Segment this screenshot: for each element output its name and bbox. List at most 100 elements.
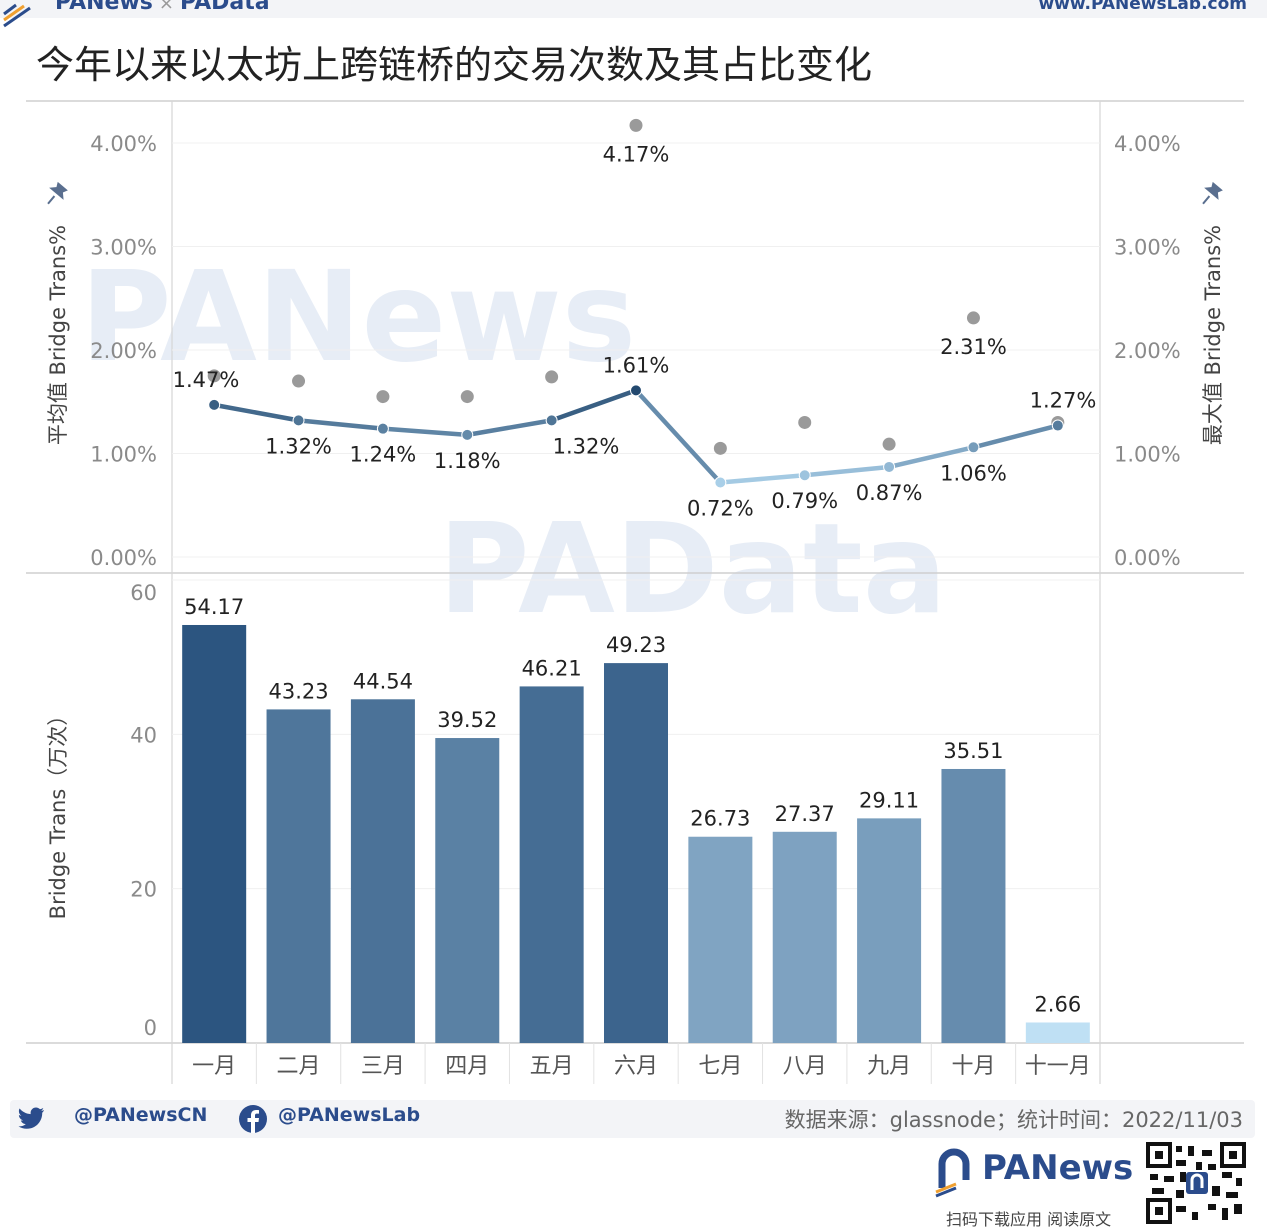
x-tick-label: 二月 — [277, 1054, 321, 1079]
bar-y-axis-title: Bridge Trans（万次） — [46, 705, 70, 920]
bar — [772, 831, 837, 1043]
x-tick-label: 六月 — [614, 1054, 658, 1079]
avg-data-label: 1.32% — [553, 434, 620, 458]
x-tick-label: 四月 — [445, 1054, 489, 1079]
x-tick-label: 一月 — [192, 1054, 236, 1079]
facebook-handle[interactable]: @PANewsLab — [278, 1104, 421, 1126]
panews-logo-text: PANews — [982, 1148, 1134, 1188]
left-y-tick-label: 3.00% — [90, 236, 157, 260]
right-y-tick-label: 4.00% — [1114, 132, 1181, 156]
avg-point — [376, 422, 389, 435]
avg-point — [630, 384, 642, 397]
avg-point — [545, 414, 558, 427]
bar — [350, 699, 415, 1043]
bar-data-label: 2.66 — [1034, 992, 1081, 1016]
chart-canvas: PANews PAData 0.00% 0.00% 1.00% 1.00% 2.00% 2.0… — [26, 100, 1244, 1084]
avg-data-label: 1.06% — [940, 461, 1007, 485]
bar — [1025, 1022, 1090, 1043]
panews-logo-icon — [935, 1148, 970, 1198]
avg-line-segment — [549, 388, 639, 423]
facebook-icon[interactable] — [238, 1104, 268, 1134]
scan-caption: 扫码下载应用 阅读原文 — [946, 1210, 1112, 1229]
website-link[interactable]: www.PANewsLab.com — [1038, 0, 1247, 14]
max-point — [460, 390, 474, 404]
x-tick-label: 三月 — [361, 1054, 405, 1079]
avg-point — [714, 476, 727, 489]
avg-line-segment — [211, 402, 301, 423]
left-y-tick-label: 1.00% — [90, 443, 157, 467]
avg-point — [461, 428, 474, 441]
avg-line-segment — [971, 423, 1061, 450]
twitter-icon[interactable] — [18, 1107, 46, 1131]
bar-data-label: 35.51 — [943, 739, 1003, 763]
x-tick-label: 八月 — [783, 1054, 827, 1079]
right-pin-icon — [1202, 181, 1223, 205]
avg-line-segment — [633, 388, 723, 485]
avg-point — [292, 414, 305, 427]
bar-y-tick-label: 20 — [130, 878, 157, 902]
right-y-tick-label: 2.00% — [1114, 339, 1181, 363]
top-bar — [0, 0, 1267, 18]
bar-data-label: 39.52 — [437, 708, 497, 732]
max-point — [798, 415, 812, 429]
watermark-padata: PAData — [438, 497, 947, 642]
max-point — [713, 441, 727, 455]
avg-data-label: 1.32% — [265, 434, 332, 458]
right-y-tick-label: 1.00% — [1114, 443, 1181, 467]
avg-line-segment — [465, 418, 554, 438]
bar-y-tick-label: 0 — [144, 1016, 157, 1040]
bar-data-label: 49.23 — [606, 633, 666, 657]
bar-data-label: 54.17 — [184, 595, 244, 619]
bar-data-label: 29.11 — [859, 788, 919, 812]
bar — [182, 624, 247, 1043]
max-point — [207, 369, 221, 383]
x-tick-label: 十一月 — [1025, 1054, 1091, 1079]
max-point — [376, 390, 390, 404]
avg-data-label: 0.87% — [856, 481, 923, 505]
bar-data-label: 43.23 — [268, 679, 328, 703]
left-y-tick-label: 2.00% — [90, 339, 157, 363]
qr-code-icon[interactable] — [1146, 1142, 1246, 1224]
avg-point — [967, 441, 980, 454]
bar-data-label: 44.54 — [353, 669, 413, 693]
brand-stripes-icon — [3, 3, 31, 28]
avg-line-segment — [718, 472, 807, 485]
avg-data-label: 0.79% — [771, 489, 838, 513]
right-y-tick-label: 3.00% — [1114, 236, 1181, 260]
bar-data-label: 46.21 — [522, 656, 582, 680]
max-point — [545, 370, 559, 384]
twitter-handle[interactable]: @PANewsCN — [74, 1104, 208, 1126]
max-point — [966, 311, 980, 325]
left-y-axis-title: 平均值 Bridge Trans% — [46, 225, 70, 445]
avg-point — [208, 398, 221, 411]
right-y-tick-label: 0.00% — [1114, 546, 1181, 570]
bar-data-label: 26.73 — [690, 807, 750, 831]
avg-point — [1051, 419, 1064, 432]
x-tick-label: 七月 — [698, 1054, 742, 1079]
bar — [857, 818, 922, 1043]
max-point — [629, 118, 643, 132]
bar — [266, 709, 331, 1043]
max-point — [292, 374, 306, 388]
brand-separator: × — [158, 0, 174, 14]
footer-bar — [10, 1100, 1255, 1138]
bar — [604, 663, 668, 1043]
data-source: 数据来源：glassnode；统计时间：2022/11/03 — [784, 1108, 1243, 1132]
chart-title: 今年以来以太坊上跨链桥的交易次数及其占比变化 — [36, 43, 873, 87]
bar — [519, 686, 584, 1043]
left-pin-icon — [47, 181, 68, 205]
avg-line-segment — [886, 445, 976, 470]
avg-line-segment — [296, 418, 386, 431]
bar-y-tick-label: 60 — [130, 581, 157, 605]
brand-panews: PANews — [55, 0, 153, 15]
right-y-axis-title: 最大值 Bridge Trans% — [1201, 225, 1225, 445]
avg-line-segment — [380, 426, 470, 438]
x-tick-label: 九月 — [867, 1054, 911, 1079]
bar — [941, 768, 1006, 1043]
avg-data-label: 1.47% — [173, 368, 240, 392]
left-y-tick-label: 0.00% — [90, 546, 157, 570]
bar — [435, 738, 500, 1043]
avg-data-label: 1.24% — [350, 443, 417, 467]
avg-data-label: 1.18% — [434, 449, 501, 473]
left-y-tick-label: 4.00% — [90, 132, 157, 156]
